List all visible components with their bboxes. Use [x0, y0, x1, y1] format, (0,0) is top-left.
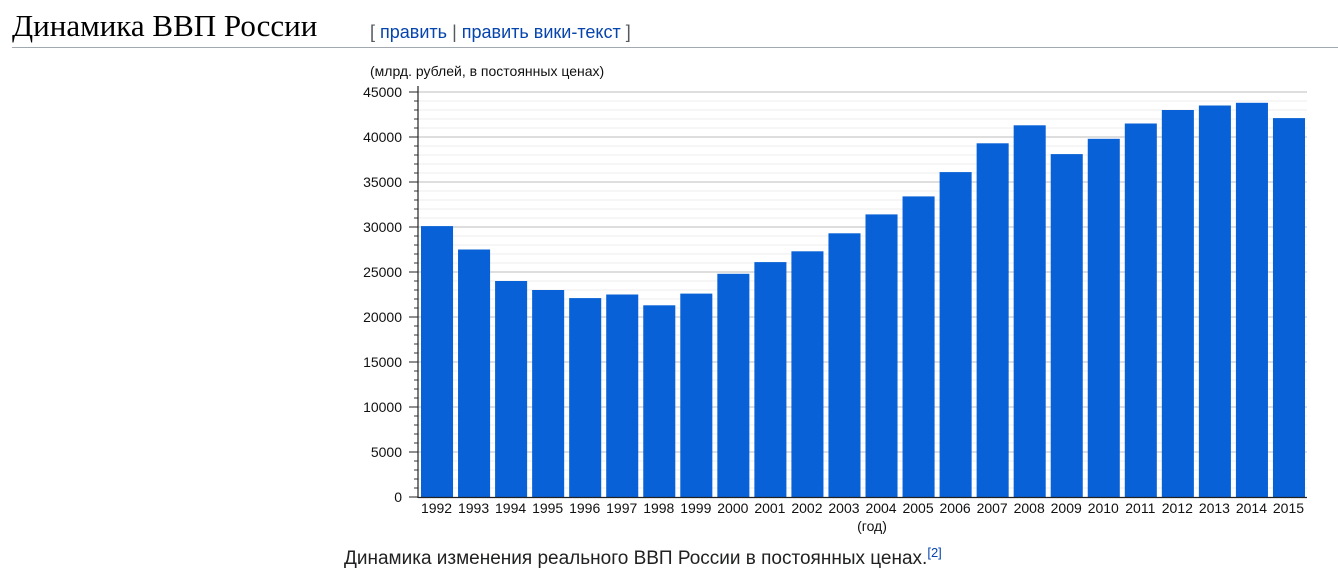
section-heading: Динамика ВВП России [ править | править …	[12, 6, 1338, 48]
bar	[1124, 123, 1157, 497]
y-tick-label: 30000	[363, 219, 402, 235]
bar	[532, 290, 565, 497]
edit-section-links: [ править | править вики-текст ]	[370, 22, 631, 43]
x-tick-label: 1992	[421, 500, 452, 516]
gdp-bar-chart: 0 5000 10000 15000 20000 25000 30000 35000 40000…	[363, 63, 1307, 534]
x-tick-label: 2001	[754, 500, 785, 516]
bar	[865, 214, 898, 497]
bar	[1198, 105, 1231, 497]
bar	[643, 305, 676, 497]
bar	[976, 143, 1009, 498]
bar	[902, 196, 935, 497]
bar	[569, 298, 602, 497]
bar	[495, 281, 528, 497]
x-tick-label: 1996	[569, 500, 600, 516]
x-tick-label: 2014	[1236, 500, 1267, 516]
edit-separator: |	[452, 22, 457, 42]
x-tick-label: 2012	[1162, 500, 1193, 516]
x-tick-label: 2004	[865, 500, 896, 516]
caption-reference: [2]	[927, 545, 941, 560]
bar	[606, 294, 639, 497]
x-tick-label: 2007	[977, 500, 1008, 516]
bar	[1272, 118, 1305, 497]
x-tick-label: 1994	[495, 500, 526, 516]
edit-link[interactable]: править	[380, 22, 448, 42]
y-tick-label: 40000	[363, 129, 402, 145]
y-tick-label: 15000	[363, 354, 402, 370]
x-tick-label: 2003	[828, 500, 859, 516]
x-tick-label: 2013	[1199, 500, 1230, 516]
x-tick-label: 2011	[1125, 500, 1155, 516]
y-tick-label: 0	[394, 489, 402, 505]
x-tick-label: 2005	[902, 500, 933, 516]
edit-bracket-open: [	[370, 22, 376, 42]
x-tick-label: 1997	[606, 500, 637, 516]
x-tick-label: 2006	[940, 500, 971, 516]
y-tick-label: 5000	[371, 444, 402, 460]
x-tick-label: 2008	[1014, 500, 1045, 516]
edit-source-link[interactable]: править вики-текст	[461, 22, 621, 42]
y-tick-label: 35000	[363, 174, 402, 190]
bar	[1013, 125, 1046, 498]
bar	[1050, 154, 1083, 497]
bar	[754, 262, 787, 497]
x-tick-label: 1995	[532, 500, 563, 516]
section-title: Динамика ВВП России	[12, 8, 318, 43]
bar	[458, 249, 491, 497]
edit-bracket-close: ]	[625, 22, 631, 42]
bar	[1235, 102, 1268, 498]
bar	[717, 273, 750, 497]
bar	[1161, 110, 1194, 497]
x-tick-label: 2010	[1088, 500, 1119, 516]
gdp-chart: 0 5000 10000 15000 20000 25000 30000 35000 40000…	[340, 56, 1320, 540]
x-tick-label: 2000	[717, 500, 748, 516]
x-tick-label: 2002	[791, 500, 822, 516]
bar	[1087, 138, 1120, 498]
x-tick-label: 2009	[1051, 500, 1082, 516]
bar	[421, 226, 454, 497]
caption-text: Динамика изменения реального ВВП России …	[344, 548, 928, 569]
bar	[791, 251, 824, 497]
y-tick-label: 25000	[363, 264, 402, 280]
x-tick-label: 1998	[643, 500, 674, 516]
reference-link[interactable]: [2]	[927, 545, 942, 560]
y-axis-label: (млрд. рублей, в постоянных ценах)	[370, 63, 604, 79]
y-tick-label: 10000	[363, 399, 402, 415]
x-axis-label: (год)	[857, 518, 887, 534]
y-tick-label: 45000	[363, 84, 402, 100]
bar	[828, 233, 861, 498]
x-tick-label: 2015	[1273, 500, 1304, 516]
figure-caption: Динамика изменения реального ВВП России …	[344, 545, 942, 570]
y-tick-label: 20000	[363, 309, 402, 325]
bar	[680, 293, 713, 497]
x-tick-label: 1999	[680, 500, 711, 516]
bar	[939, 172, 972, 497]
x-tick-label: 1993	[458, 500, 489, 516]
